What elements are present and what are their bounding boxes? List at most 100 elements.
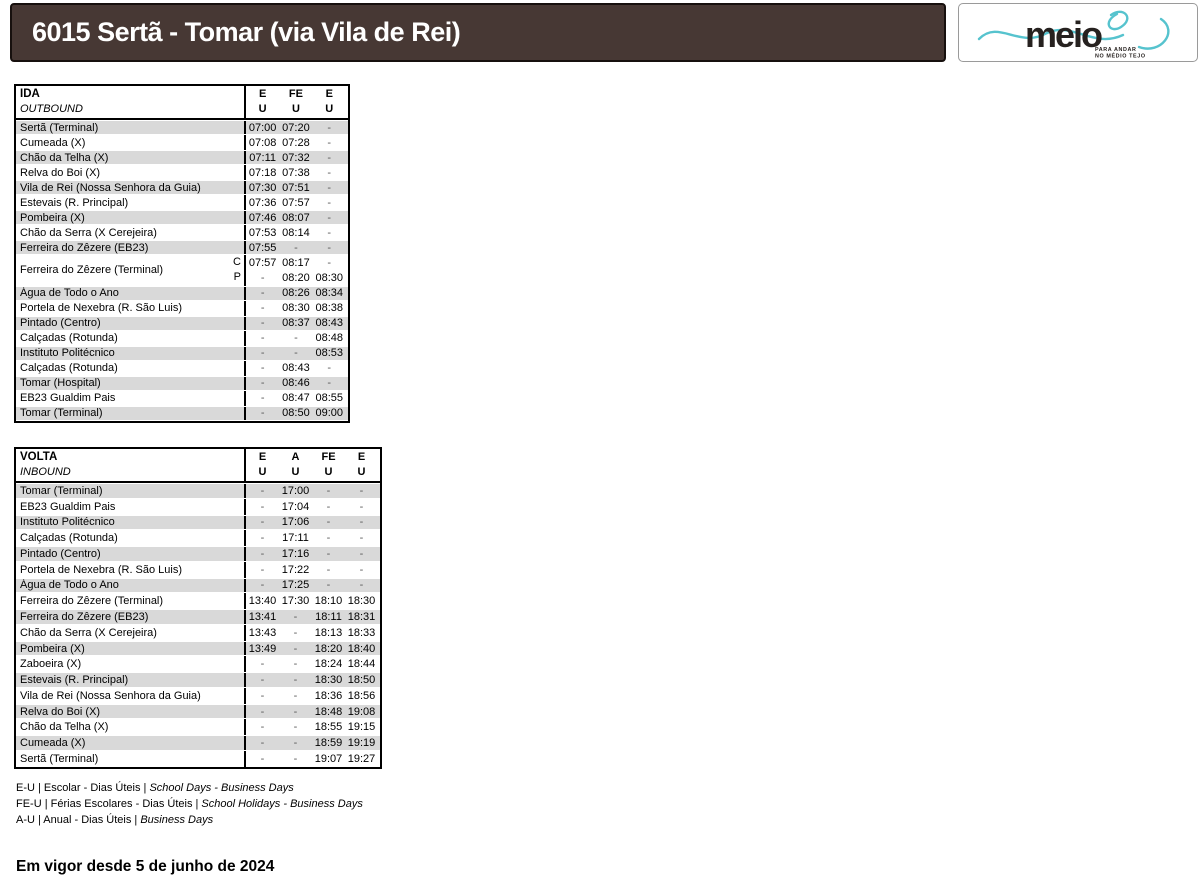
legend-line: E-U | Escolar - Dias Úteis | School Days… [16,780,363,796]
time-cell: - [260,705,265,718]
stop-name-cell: Relva do Boi (X) [16,704,246,719]
time-cell: 17:06 [281,516,310,529]
stop-name-cell: Pintado (Centro) [16,316,246,330]
stop-name-cell: Pintado (Centro) [16,547,246,561]
time-cell: 13:49 [248,642,277,655]
table-row: Vila de Rei (Nossa Senhora da Guia) 07:30… [16,180,348,196]
time-cell: - [260,407,265,420]
time-cell: 18:36 [314,689,343,702]
logo-tagline-2: NO MÉDIO TEJO [1095,51,1146,59]
time-cell: 18:59 [314,737,343,750]
time-cell: 07:38 [282,166,310,179]
period-code-cell: U [291,466,300,478]
inbound-column-headers: E A FE E U U U U [246,449,378,481]
stop-name-cell: Ferreira do Zêzere (EB23) [16,241,246,255]
time-cell: 17:25 [281,579,310,592]
time-cell: 19:07 [314,752,343,765]
stop-name-cell: Vila de Rei (Nossa Senhora da Guia) [16,181,246,195]
stop-name-cell: Água de Todo o Ano [16,286,246,300]
time-cell: - [326,516,331,529]
time-cell: - [293,611,298,623]
stop-name-cell: Cumeada (X) [16,736,246,751]
time-cell: 07:08 [248,136,277,149]
table-row: Cumeada (X) 07:08 07:28 - [16,135,348,151]
time-subrow: 07:57 08:17 - [246,255,346,270]
table-row: Água de Todo o Ano - 08:26 08:34 [16,285,348,301]
time-cell: - [293,642,298,655]
time-cell: - [359,500,364,513]
table-row: Ferreira do Zêzere (Terminal) 13:40 17:30 1… [16,593,380,610]
time-cell: - [327,241,332,254]
table-row: EB23 Gualdim Pais - 17:04 - - [16,498,380,515]
table-row: Chão da Serra (X Cerejeira) 13:43 - 18:13 18… [16,624,380,641]
time-cell: 18:20 [314,642,343,655]
time-cell: 13:43 [248,626,277,639]
service-code-cell: A [291,451,300,463]
table-row: Sertã (Terminal) - - 19:07 19:27 [16,751,380,767]
legend-text: A-U | Anual - Dias Úteis | [16,814,141,826]
table-row: Ferreira do Zêzere (EB23) 13:41 - 18:11 18:3… [16,609,380,625]
time-cell: 07:32 [282,151,310,164]
stop-name-cell: Instituto Politécnico [16,346,246,360]
legend-translation: School Days - Business Days [149,782,294,794]
time-cell: 07:55 [248,241,277,254]
inbound-table-body: Tomar (Terminal) -17:00- - EB23 Gualdim Pai… [16,483,380,767]
service-code-cell: E [258,88,267,100]
table-row: Ferreira do Zêzere (EB23) 07:55 - - [16,240,348,256]
legend-text: E-U | Escolar - Dias Úteis | [16,782,150,794]
time-cell: - [260,302,265,315]
outbound-column-headers: E FE E U U U [246,86,346,118]
table-row: Água de Todo o Ano - 17:25 - - [16,577,380,594]
time-cell: 08:20 [282,271,310,284]
stop-name-cell: EB23 Gualdim Pais [16,498,246,515]
service-code-cell: E [258,451,267,463]
time-cell: - [359,563,364,576]
time-cell: - [327,166,332,179]
stop-name-cell: EB23 Gualdim Pais [16,390,246,406]
inbound-title-cell: VOLTA INBOUND [16,449,246,481]
time-cell: - [327,181,332,194]
time-cell: 07:57 [282,196,310,209]
time-cell: 08:17 [282,256,310,269]
time-cell: 18:44 [347,658,376,671]
stop-name-cell: Zaboeira (X) [16,656,246,673]
time-cell: 18:30 [347,595,376,608]
stop-name-cell: Tomar (Hospital) [16,376,246,390]
table-row: Cumeada (X) - - 18:59 19:19 [16,735,380,752]
platform-label: C [233,256,241,269]
stop-name-cell: Tomar (Terminal) [16,406,246,420]
time-cell: - [260,563,265,576]
route-title: 6015 Sertã - Tomar (via Vila de Rei) [32,17,461,47]
time-cell: - [327,377,332,390]
time-cell: - [260,689,265,702]
time-cell: - [260,317,265,330]
time-cell: 13:41 [248,611,277,623]
outbound-table-body: Sertã (Terminal) 07:00 07:20- Cumeada (X) 07… [16,120,348,421]
period-code-cell: U [325,103,334,115]
stop-name-cell: Água de Todo o Ano [16,578,246,593]
period-code-cell: U [324,466,333,478]
stop-name-cell: Estevais (R. Principal) [16,195,246,211]
table-row: Chão da Telha (X) - - 18:55 19:15 [16,719,380,736]
split-times: 07:57 08:17 - - 08:20 08:30 [246,255,346,285]
time-cell: - [359,547,364,560]
time-cell: 18:13 [314,626,343,639]
stop-name-cell: Ferreira do Zêzere (Terminal) [16,593,246,610]
inbound-table-header: VOLTA INBOUND E A FE E U U U U [16,449,380,483]
table-title: VOLTA [20,451,58,463]
time-cell: - [260,484,265,497]
legend-text: FE-U | Férias Escolares - Dias Úteis | [16,798,202,810]
time-cell: 17:16 [281,547,310,560]
stop-name-cell: Tomar (Terminal) [16,484,246,498]
stop-name-cell: Portela de Nexebra (R. São Luis) [16,561,246,578]
operator-logo-box: meio PARA ANDAR NO MÉDIO TEJO [958,3,1198,62]
time-cell: 08:30 [282,302,310,315]
stop-name-cell: Pombeira (X) [16,211,246,225]
time-cell: - [294,332,298,345]
time-cell: - [327,151,332,164]
stop-name-cell: Chão da Serra (X Cerejeira) [16,225,246,241]
time-cell: - [260,271,265,284]
